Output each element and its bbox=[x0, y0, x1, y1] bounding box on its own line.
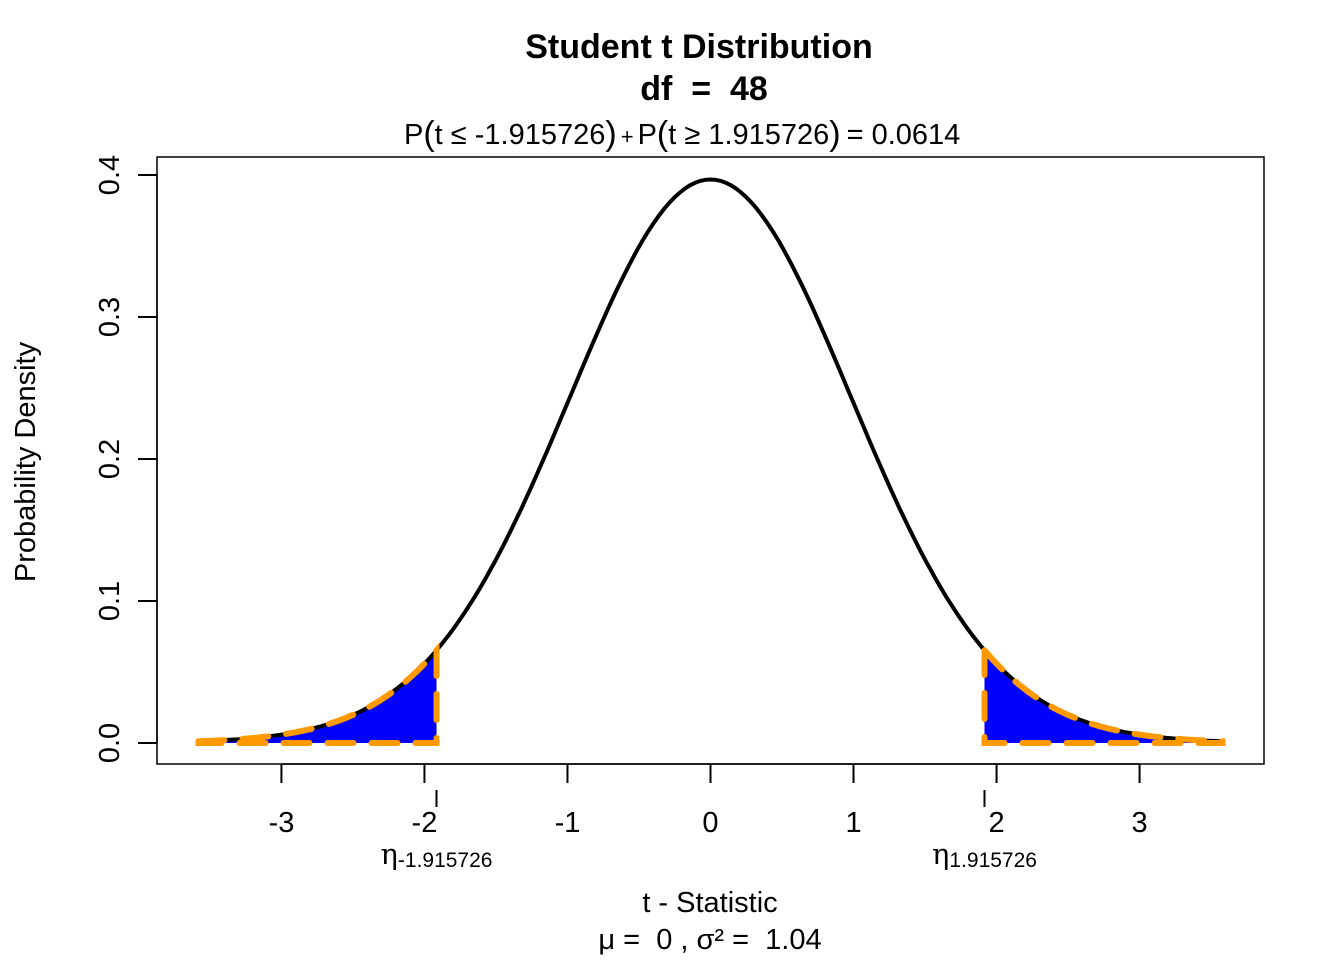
tail-outline-right bbox=[981, 647, 1226, 746]
x-axis-sublabel: μ = 0 , σ² = 1.04 bbox=[598, 924, 821, 956]
plot-frame bbox=[156, 156, 1265, 765]
annotation-p-right: P bbox=[638, 119, 657, 151]
y-axis-label: Probability Density bbox=[10, 341, 42, 582]
x-axis-label: t - Statistic bbox=[642, 887, 777, 919]
critical-label: η1.915726 bbox=[932, 837, 1037, 872]
x-tick-label: -3 bbox=[269, 807, 295, 839]
svg-text:P(t ≤ -1.915726)+P(t ≥ 1.91572: P(t ≤ -1.915726) + P(t ≥ 1.915726) = 0.0614 bbox=[404, 115, 960, 153]
annotation-right: t ≥ 1.915726 bbox=[668, 119, 829, 151]
probability-annotation: P(t ≤ -1.915726) + P(t ≥ 1.915726) = 0.0614 bbox=[404, 115, 960, 153]
y-tick-label: 0.2 bbox=[94, 439, 126, 479]
x-tick-label: -1 bbox=[555, 807, 581, 839]
x-tick-label: 3 bbox=[1131, 807, 1147, 839]
critical-label: η-1.915726 bbox=[381, 837, 493, 872]
x-tick-label: 0 bbox=[702, 807, 718, 839]
chart-title: Student t Distribution bbox=[525, 28, 873, 66]
y-tick-label: 0.4 bbox=[94, 155, 126, 195]
x-tick-label: -2 bbox=[412, 807, 438, 839]
y-tick-label: 0.0 bbox=[94, 723, 126, 763]
y-tick-label: 0.1 bbox=[94, 581, 126, 621]
annotation-equals: = 0.0614 bbox=[847, 119, 961, 151]
density-curve bbox=[198, 177, 1223, 744]
tail-fill-right bbox=[984, 650, 1223, 743]
annotation-left: t ≤ -1.915726 bbox=[435, 119, 606, 151]
annotation-plus: + bbox=[621, 124, 634, 149]
chart-subtitle: df = 48 bbox=[640, 70, 768, 108]
x-tick-label: 1 bbox=[845, 807, 861, 839]
x-tick-label: 2 bbox=[988, 807, 1004, 839]
y-tick-label: 0.3 bbox=[94, 297, 126, 337]
tail-fill-left bbox=[198, 650, 437, 743]
annotation-p-left: P bbox=[404, 119, 423, 151]
